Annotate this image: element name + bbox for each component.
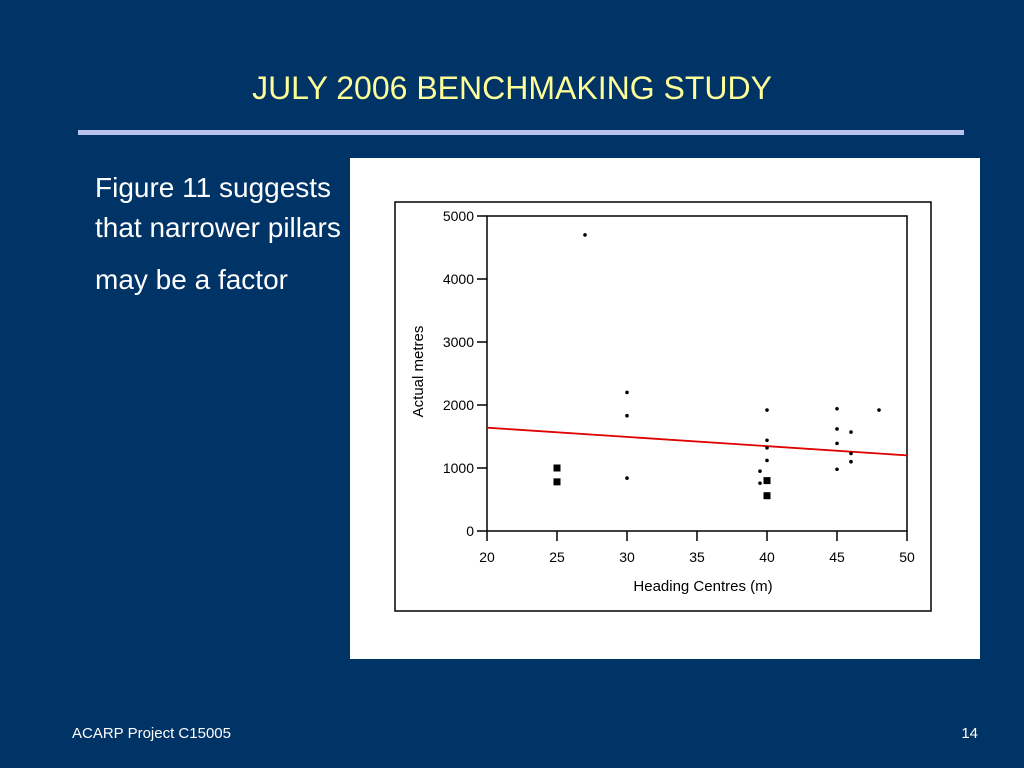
slide-title: JULY 2006 BENCHMAKING STUDY [252, 70, 772, 106]
y-tick-label: 2000 [443, 397, 474, 413]
x-tick-label: 20 [479, 549, 495, 565]
x-tick-label: 25 [549, 549, 565, 565]
data-point [625, 413, 629, 418]
body-line-1: Figure 11 suggests that narrower pillars [95, 172, 341, 243]
body-line-2: may be a factor [95, 264, 288, 295]
title-divider [78, 130, 964, 135]
scatter-chart: 0 1000 2000 3000 4000 5000 20 25 30 35 40 45 50 Headi… [394, 201, 932, 612]
x-tick-label: 40 [759, 549, 775, 565]
data-point-square [553, 464, 561, 472]
page-number: 14 [961, 725, 978, 742]
slide-body: Figure 11 suggests that narrower pillars… [95, 168, 345, 300]
x-tick-label: 30 [619, 549, 635, 565]
footer-project: ACARP Project C15005 [72, 725, 231, 742]
x-axis-label: Heading Centres (m) [633, 578, 772, 595]
x-tick-label: 35 [689, 549, 705, 565]
x-tick-label: 45 [829, 549, 845, 565]
data-point [835, 427, 839, 431]
data-point [849, 451, 853, 456]
data-point [877, 408, 881, 412]
data-point [765, 408, 769, 412]
chart-frame [394, 201, 932, 612]
data-point-square [553, 478, 561, 486]
data-point [583, 233, 587, 237]
data-point [758, 469, 762, 473]
y-axis-label: Actual metres [410, 326, 427, 418]
data-point [625, 476, 629, 480]
data-point [835, 467, 839, 472]
y-tick-label: 5000 [443, 208, 474, 224]
data-point [625, 390, 629, 395]
data-point-square [763, 492, 771, 500]
data-point [835, 441, 839, 446]
data-point [835, 406, 839, 411]
data-point [765, 446, 769, 450]
data-point [758, 481, 762, 485]
x-tick-label: 50 [899, 549, 915, 565]
data-point [765, 458, 769, 463]
y-tick-label: 3000 [443, 334, 474, 350]
trend-line [486, 426, 908, 457]
data-point [765, 438, 769, 443]
data-point [849, 430, 853, 434]
y-tick-label: 1000 [443, 460, 474, 476]
y-tick-label: 4000 [443, 271, 474, 287]
chart-panel: 0 1000 2000 3000 4000 5000 20 25 30 35 40 45 50 Headi… [350, 158, 980, 659]
plot-area [486, 215, 908, 532]
data-point-square [763, 477, 771, 485]
data-point [849, 459, 853, 464]
y-tick-label: 0 [466, 523, 474, 539]
